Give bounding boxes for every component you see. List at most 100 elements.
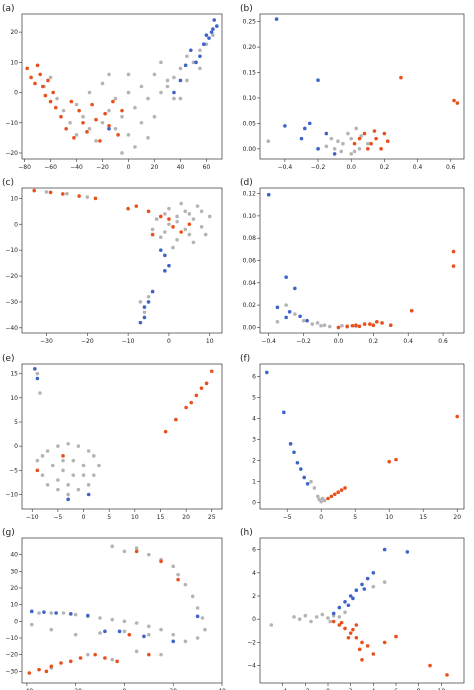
x-tick-label: 0: [319, 514, 323, 521]
data-point-gray: [97, 463, 101, 468]
data-point-gray: [324, 144, 329, 149]
data-point-orange: [98, 139, 102, 143]
data-point-gray: [165, 78, 170, 83]
data-point-orange: [369, 141, 373, 146]
y-tick-label: 0.12: [243, 191, 257, 198]
y-tick-label: −30: [5, 299, 18, 306]
x-tick-label: 5: [107, 514, 111, 521]
data-point-gray: [340, 323, 344, 328]
data-point-gray: [71, 473, 76, 477]
data-point-gray: [178, 66, 183, 71]
data-point-orange: [357, 136, 362, 141]
data-point-gray: [91, 473, 96, 477]
data-point-gray: [134, 621, 139, 625]
x-tick-label: −0.2: [311, 164, 326, 171]
data-point-orange: [394, 634, 398, 639]
data-point-gray: [346, 131, 350, 136]
y-tick-label: −10: [5, 247, 18, 254]
data-point-gray: [203, 627, 207, 632]
data-point-gray: [147, 632, 151, 637]
plot-frame: [259, 13, 465, 160]
data-point-blue: [265, 370, 269, 375]
data-point-gray: [354, 126, 358, 131]
data-point-gray: [329, 136, 334, 141]
data-point-gray: [326, 616, 330, 620]
data-point-gray: [191, 240, 196, 245]
y-tick-label: 10: [10, 195, 18, 202]
x-tick-label: −10: [26, 514, 39, 521]
data-point-gray: [139, 120, 144, 125]
data-point-gray: [133, 105, 137, 110]
data-point-orange: [346, 635, 351, 640]
data-point-orange: [33, 81, 37, 86]
data-point-gray: [38, 391, 42, 395]
data-point-blue: [295, 460, 300, 465]
data-point-gray: [183, 209, 188, 214]
data-point-gray: [309, 619, 313, 624]
y-tick-label: 0.00: [243, 146, 257, 153]
x-tick-label: 0.4: [403, 338, 413, 345]
data-point-blue: [207, 36, 211, 40]
data-point-orange: [111, 99, 115, 104]
data-point-gray: [315, 321, 320, 325]
x-tick-label: 5: [353, 514, 357, 521]
data-point-blue: [66, 497, 70, 502]
data-point-gray: [35, 458, 40, 463]
data-point-blue: [298, 314, 302, 319]
data-point-gray: [126, 133, 131, 137]
data-point-gray: [341, 141, 345, 146]
data-point-orange: [374, 136, 378, 141]
data-point-blue: [167, 263, 171, 268]
x-tick-label: 20: [453, 514, 461, 521]
y-tick-label: 20: [10, 585, 18, 592]
y-tick-label: 0.02: [243, 302, 257, 309]
data-point-gray: [87, 90, 92, 95]
data-point-orange: [382, 131, 387, 136]
x-tick-label: −60: [44, 164, 57, 171]
panel-label: (g): [2, 528, 15, 538]
data-point-blue: [284, 315, 288, 320]
data-point-orange: [37, 667, 41, 672]
data-point-gray: [100, 120, 105, 125]
data-point-blue: [354, 588, 359, 592]
data-point-orange: [49, 664, 54, 669]
data-point-gray: [319, 323, 323, 328]
data-point-gray: [147, 624, 151, 629]
data-point-blue: [305, 481, 310, 486]
data-point-orange: [354, 635, 359, 640]
data-point-gray: [195, 636, 200, 640]
y-tick-label: 40: [10, 552, 18, 559]
data-point-gray: [204, 42, 209, 47]
data-point-gray: [110, 617, 115, 622]
data-point-gray: [107, 72, 111, 77]
x-tick-label: 10: [385, 514, 393, 521]
data-point-orange: [348, 631, 353, 635]
data-point-orange: [199, 386, 204, 390]
data-point-blue: [266, 192, 271, 197]
x-tick-label: −20: [96, 164, 109, 171]
data-point-orange: [368, 322, 372, 326]
plot-frame: [21, 363, 223, 510]
data-point-gray: [336, 139, 340, 143]
data-point-orange: [371, 652, 376, 656]
data-point-gray: [339, 149, 344, 154]
data-point-orange: [194, 393, 199, 398]
data-point-blue: [287, 310, 292, 314]
data-point-blue: [198, 54, 202, 59]
data-point-orange: [167, 217, 171, 221]
data-point-gray: [382, 580, 387, 584]
data-point-gray: [40, 473, 45, 477]
data-point-gray: [171, 632, 176, 637]
data-point-gray: [314, 615, 319, 619]
data-point-gray: [65, 191, 69, 196]
data-point-blue: [343, 600, 347, 604]
data-point-gray: [293, 312, 297, 316]
data-point-orange: [357, 647, 362, 652]
y-tick-label: 10: [10, 59, 18, 66]
data-point-gray: [190, 594, 195, 599]
y-tick-label: 10: [10, 395, 18, 402]
y-tick-label: −4: [247, 663, 256, 670]
data-point-gray: [133, 145, 137, 149]
data-point-gray: [343, 610, 347, 615]
panel-label: (a): [2, 4, 15, 14]
